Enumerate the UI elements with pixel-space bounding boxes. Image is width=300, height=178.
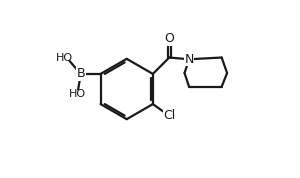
Text: HO: HO [56,53,73,63]
Text: N: N [184,53,194,66]
Text: HO: HO [69,89,86,99]
Text: Cl: Cl [164,109,176,122]
Text: B: B [76,67,85,80]
Text: O: O [164,32,174,45]
